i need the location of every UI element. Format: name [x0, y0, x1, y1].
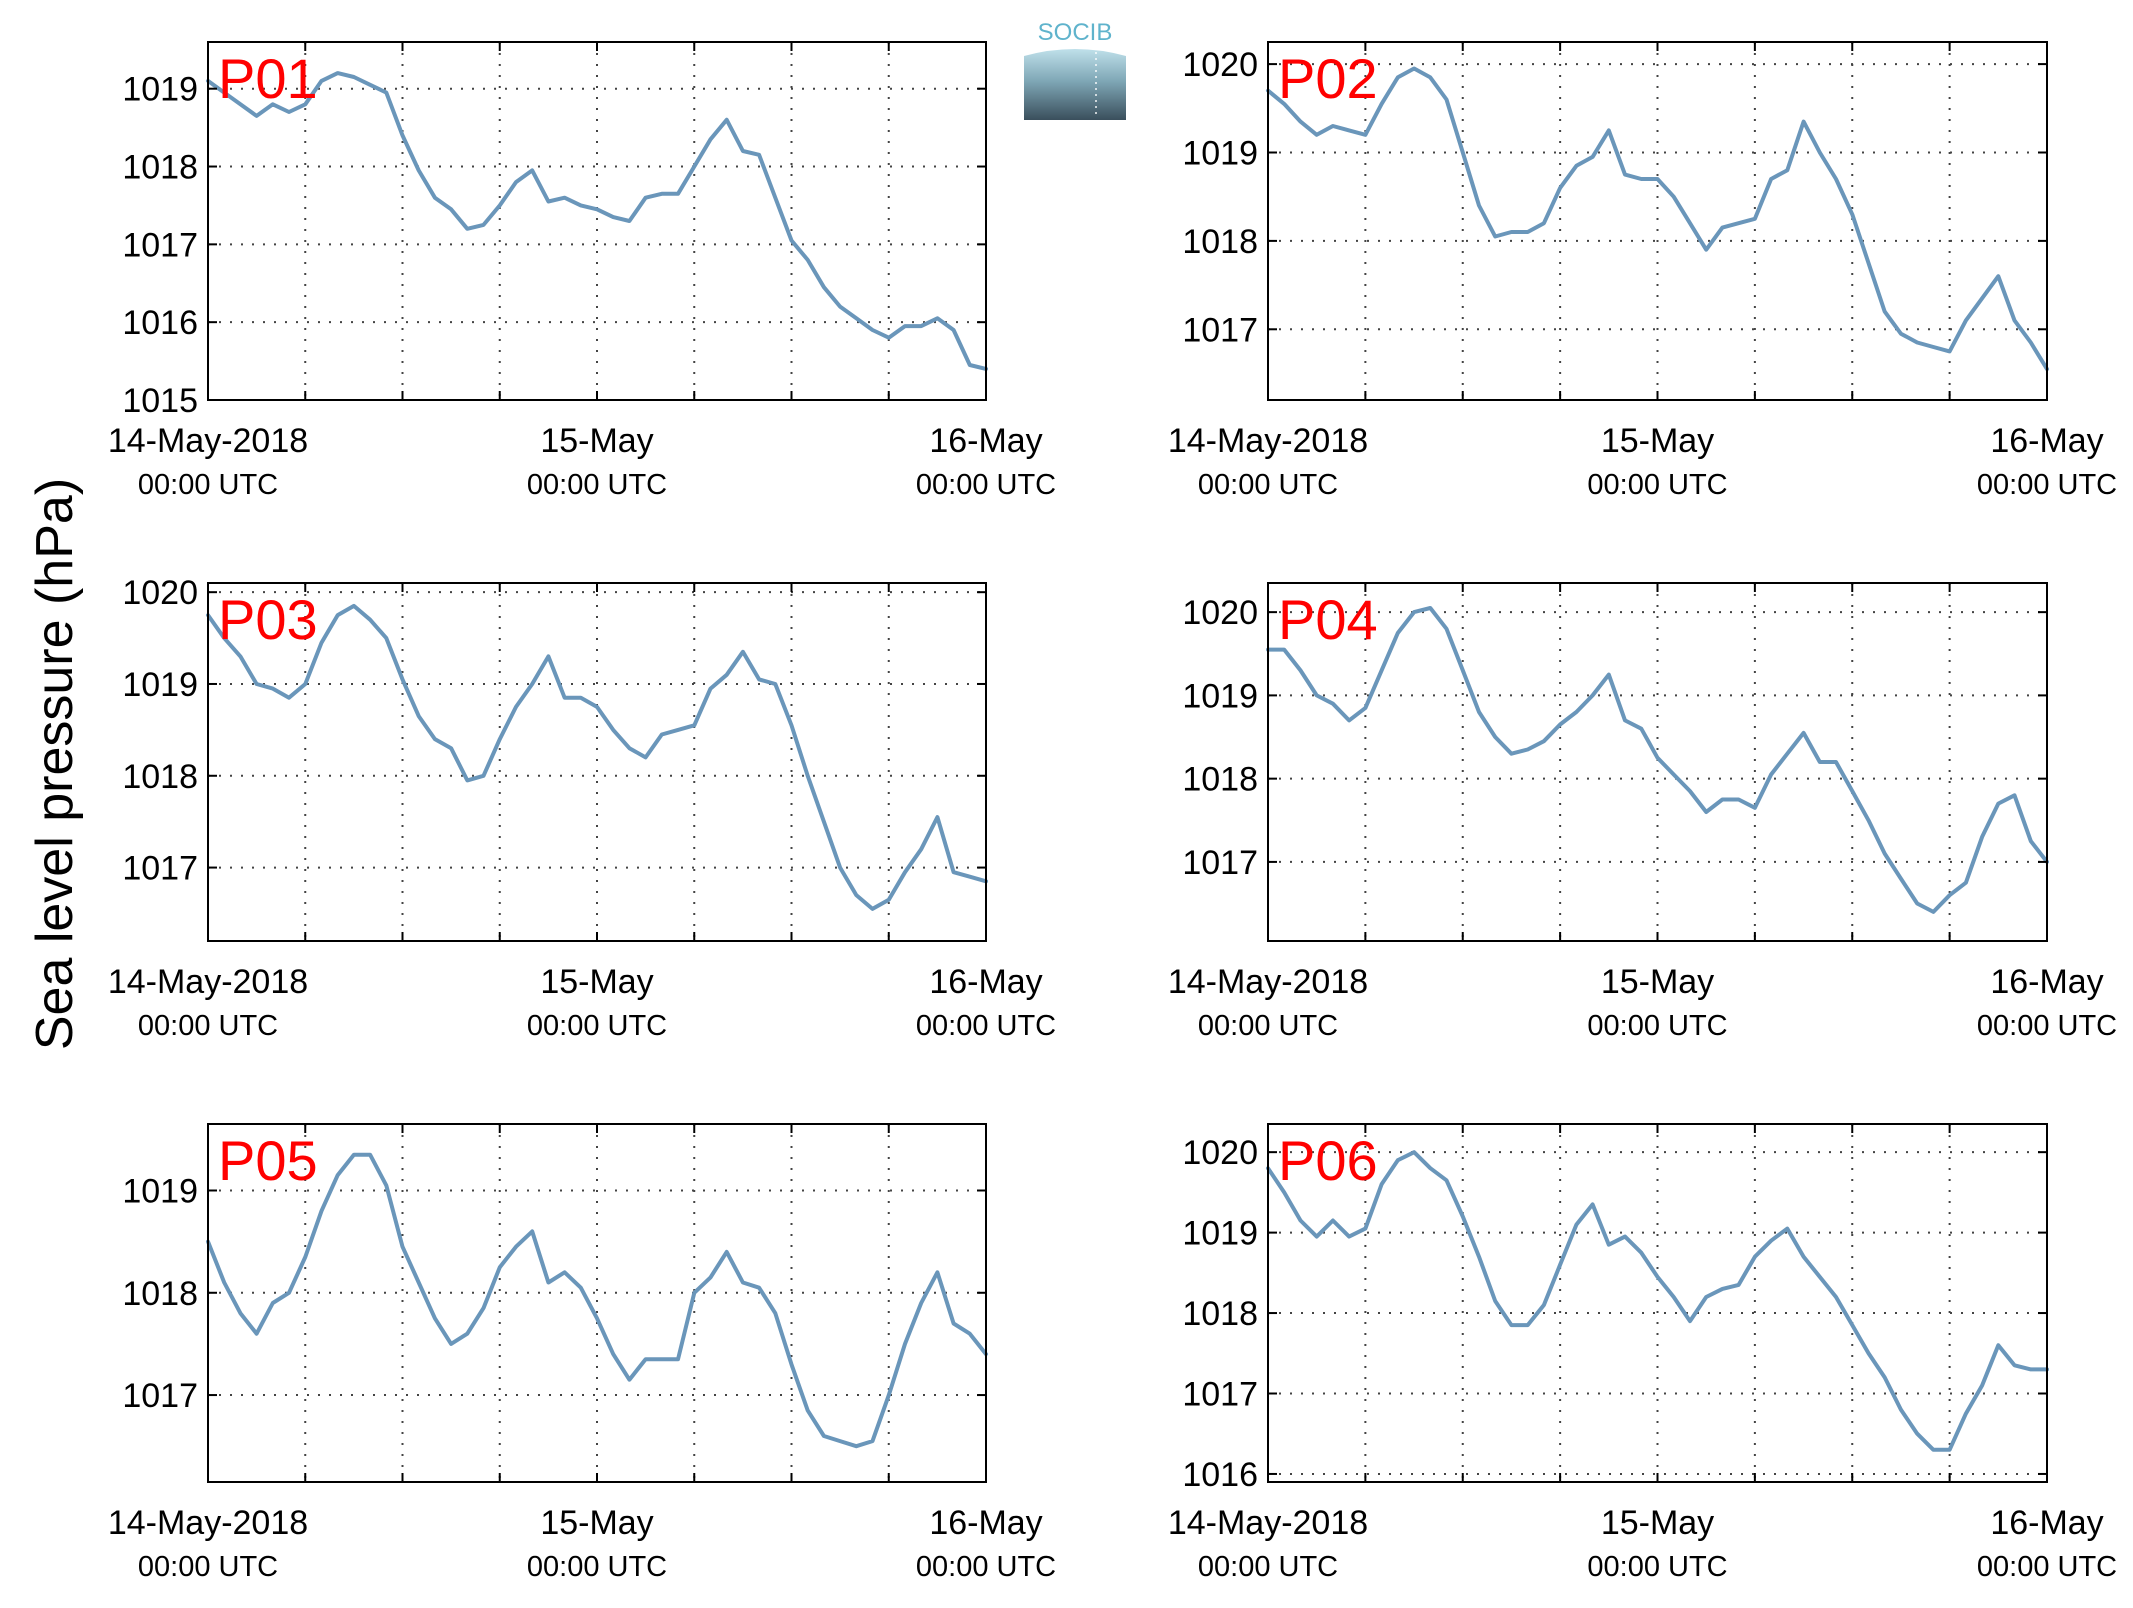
y-tick-label: 1018: [1182, 223, 1258, 261]
y-tick-label: 1017: [1182, 844, 1258, 882]
x-tick-sublabel: 00:00 UTC: [916, 1010, 1056, 1042]
panel-p06: 1016 1017 1018 1019 1020 14-May-2018 00:00 UTC…: [1168, 1123, 2117, 1583]
x-tick-label: 15-May: [540, 422, 653, 460]
socib-logo: SOCIB: [1022, 16, 1128, 120]
series-line: [1266, 606, 2049, 914]
x-tick-label: 14-May-2018: [1168, 422, 1368, 460]
y-tick-label: 1017: [1182, 311, 1258, 349]
x-tick-sublabel: 00:00 UTC: [1198, 1551, 1338, 1583]
x-tick-sublabel: 00:00 UTC: [916, 1551, 1056, 1583]
x-tick-label: 15-May: [1601, 1504, 1714, 1542]
x-tick-label: 15-May: [1601, 963, 1714, 1001]
x-tick-sublabel: 00:00 UTC: [138, 1551, 278, 1583]
x-tick-label: 16-May: [1990, 1504, 2103, 1542]
x-tick-label: 16-May: [929, 422, 1042, 460]
y-tick-label: 1020: [1182, 1134, 1258, 1172]
x-tick-sublabel: 00:00 UTC: [138, 469, 278, 501]
y-tick-label: 1019: [122, 1172, 198, 1210]
y-tick-label: 1020: [122, 574, 198, 612]
x-tick-sublabel: 00:00 UTC: [1198, 469, 1338, 501]
x-tick-label: 14-May-2018: [1168, 963, 1368, 1001]
x-tick-sublabel: 00:00 UTC: [1977, 469, 2117, 501]
y-tick-label: 1017: [122, 850, 198, 888]
axes-frame: [207, 41, 987, 401]
x-tick-label: 14-May-2018: [108, 1504, 308, 1542]
panel-label: P04: [1278, 588, 1378, 651]
y-tick-label: 1018: [1182, 1295, 1258, 1333]
axes-frame: [207, 1123, 987, 1483]
x-tick-sublabel: 00:00 UTC: [1587, 1010, 1727, 1042]
y-tick-label: 1016: [122, 304, 198, 342]
x-tick-sublabel: 00:00 UTC: [1977, 1010, 2117, 1042]
y-tick-label: 1019: [1182, 677, 1258, 715]
axes-frame: [1267, 582, 2048, 942]
x-tick-sublabel: 00:00 UTC: [1977, 1551, 2117, 1583]
panel-label: P05: [218, 1129, 318, 1192]
y-tick-label: 1018: [122, 758, 198, 796]
x-tick-sublabel: 00:00 UTC: [916, 469, 1056, 501]
y-tick-label: 1019: [1182, 134, 1258, 172]
panel-p04: 1017 1018 1019 1020 14-May-2018 00:00 UTC 15-M…: [1168, 582, 2117, 1042]
y-tick-label: 1020: [1182, 46, 1258, 84]
series-line: [206, 71, 988, 371]
y-tick-label: 1017: [122, 226, 198, 264]
panel-label: P02: [1278, 47, 1378, 110]
panel-p05: 1017 1018 1019 14-May-2018 00:00 UTC 15-May 00…: [108, 1123, 1056, 1583]
series-line: [206, 1152, 988, 1449]
series-line: [1266, 66, 2049, 372]
y-tick-label: 1018: [1182, 761, 1258, 799]
panel-p03: 1017 1018 1019 1020 14-May-2018 00:00 UTC 15-M…: [108, 574, 1056, 1042]
panel-p02: 1017 1018 1019 1020 14-May-2018 00:00 UTC 15-M…: [1168, 41, 2117, 501]
panel-label: P06: [1278, 1129, 1378, 1192]
y-tick-label: 1019: [122, 666, 198, 704]
x-tick-label: 16-May: [929, 963, 1042, 1001]
y-tick-label: 1020: [1182, 594, 1258, 632]
x-tick-sublabel: 00:00 UTC: [527, 469, 667, 501]
series-line: [1266, 1150, 2049, 1452]
x-tick-sublabel: 00:00 UTC: [138, 1010, 278, 1042]
x-tick-label: 16-May: [1990, 963, 2103, 1001]
x-tick-label: 15-May: [540, 963, 653, 1001]
x-tick-label: 14-May-2018: [108, 422, 308, 460]
x-tick-label: 16-May: [1990, 422, 2103, 460]
x-tick-label: 14-May-2018: [108, 963, 308, 1001]
y-tick-label: 1019: [1182, 1215, 1258, 1253]
panel-p01: 1015 1016 1017 1018 1019 14-May-2018 00:00 UTC…: [108, 41, 1056, 501]
y-tick-label: 1017: [1182, 1376, 1258, 1414]
x-tick-sublabel: 00:00 UTC: [1198, 1010, 1338, 1042]
x-tick-label: 16-May: [929, 1504, 1042, 1542]
y-tick-label: 1019: [122, 71, 198, 109]
y-tick-label: 1018: [122, 149, 198, 187]
x-tick-label: 15-May: [540, 1504, 653, 1542]
x-tick-sublabel: 00:00 UTC: [527, 1551, 667, 1583]
x-tick-sublabel: 00:00 UTC: [1587, 1551, 1727, 1583]
x-tick-label: 14-May-2018: [1168, 1504, 1368, 1542]
x-tick-sublabel: 00:00 UTC: [527, 1010, 667, 1042]
y-tick-label: 1018: [122, 1275, 198, 1313]
x-tick-label: 15-May: [1601, 422, 1714, 460]
series-line: [206, 603, 988, 911]
panel-label: P03: [218, 588, 318, 651]
y-tick-label: 1017: [122, 1377, 198, 1415]
logo-lettering: SOCIB: [1038, 19, 1113, 46]
y-tick-label: 1015: [122, 382, 198, 420]
panel-label: P01: [218, 47, 318, 110]
x-tick-sublabel: 00:00 UTC: [1587, 469, 1727, 501]
y-tick-label: 1016: [1182, 1456, 1258, 1494]
y-axis-label: Sea level pressure (hPa): [26, 477, 84, 1051]
